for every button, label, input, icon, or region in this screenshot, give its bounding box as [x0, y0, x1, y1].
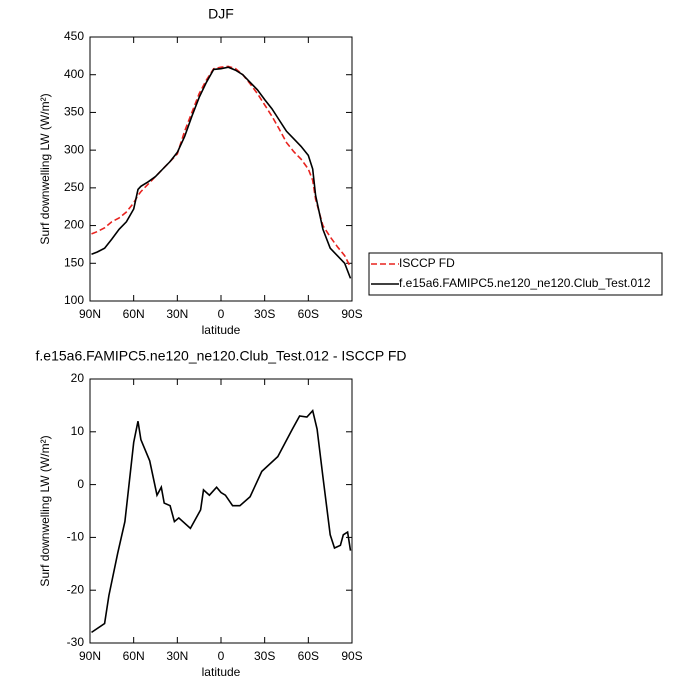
x-tick-label: 30S — [254, 307, 275, 321]
y-axis-label: Surf downwelling LW (W/m²) — [38, 435, 52, 586]
y-tick-label: 300 — [64, 142, 84, 156]
x-tick-label: 60N — [123, 649, 145, 663]
y-tick-label: -10 — [67, 530, 85, 544]
x-tick-label: 60S — [298, 649, 319, 663]
y-tick-label: 10 — [71, 424, 85, 438]
x-tick-label: 0 — [218, 307, 225, 321]
x-tick-label: 30N — [166, 649, 188, 663]
legend-box — [368, 252, 663, 296]
y-tick-label: 400 — [64, 67, 84, 81]
y-tick-label: 150 — [64, 255, 84, 269]
x-tick-label: 90N — [79, 307, 101, 321]
x-axis-label: latitude — [202, 665, 241, 679]
y-tick-label: -30 — [67, 635, 85, 649]
x-tick-label: 90S — [341, 649, 362, 663]
x-tick-label: 90N — [79, 649, 101, 663]
y-tick-label: 100 — [64, 293, 84, 307]
x-tick-label: 60S — [298, 307, 319, 321]
legend-label: ISCCP FD — [399, 256, 455, 270]
x-tick-label: 90S — [341, 307, 362, 321]
x-tick-label: 30N — [166, 307, 188, 321]
chart-title: DJF — [208, 6, 234, 22]
y-tick-label: 350 — [64, 105, 84, 119]
plot-frame — [89, 378, 353, 644]
x-tick-label: 60N — [123, 307, 145, 321]
y-tick-label: 250 — [64, 180, 84, 194]
data-line — [91, 66, 352, 279]
legend-label: f.e15a6.FAMIPC5.ne120_ne120.Club_Test.01… — [399, 276, 651, 290]
y-tick-label: 450 — [64, 29, 84, 43]
y-tick-label: -20 — [67, 582, 85, 596]
x-tick-label: 30S — [254, 649, 275, 663]
y-tick-label: 200 — [64, 218, 84, 232]
y-tick-label: 0 — [77, 477, 84, 491]
y-axis-label: Surf downwelling LW (W/m²) — [38, 93, 52, 244]
data-line — [91, 409, 352, 634]
y-tick-label: 20 — [71, 371, 85, 385]
x-tick-label: 0 — [218, 649, 225, 663]
chart-title: f.e15a6.FAMIPC5.ne120_ne120.Club_Test.01… — [36, 348, 407, 364]
x-axis-label: latitude — [202, 323, 241, 337]
